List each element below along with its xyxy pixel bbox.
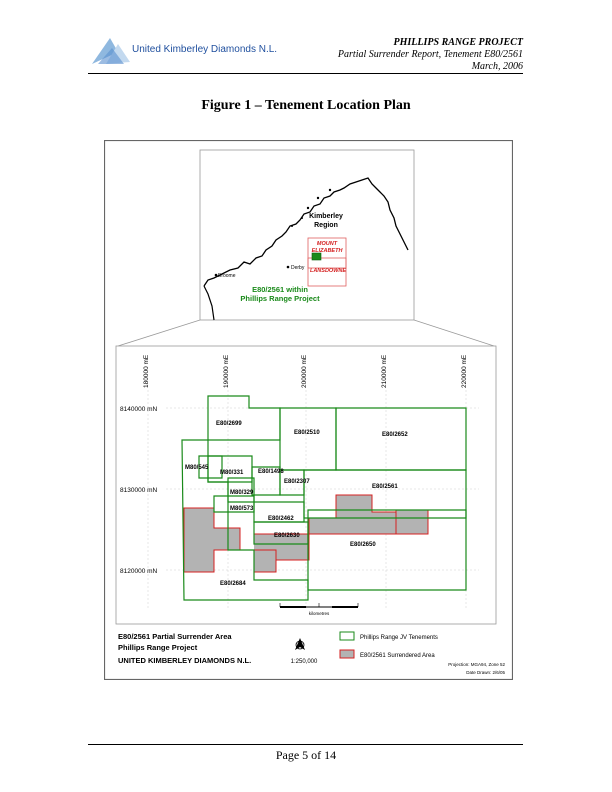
report-subtitle: Partial Surrender Report, Tenement E80/2… bbox=[337, 49, 523, 60]
tenement-label: M80/331 bbox=[220, 470, 244, 476]
broome-label: Broome bbox=[218, 273, 236, 279]
tenement-label: E80/2307 bbox=[284, 479, 310, 485]
location-map: Kimberley Region MOUNT ELIZABETH LANSDOW… bbox=[104, 140, 513, 680]
easting-label-200000: 200000 mE bbox=[301, 354, 308, 388]
tenement-label: M80/545 bbox=[185, 465, 209, 471]
easting-label-220000: 220000 mE bbox=[461, 354, 468, 388]
tenement-label: E80/2630 bbox=[274, 533, 300, 539]
scale-bar-label: kilometres bbox=[309, 611, 330, 616]
legend-project: Phillips Range Project bbox=[118, 643, 198, 652]
northing-label-8120000: 8120000 mN bbox=[120, 568, 158, 575]
region-label-line2: Region bbox=[314, 222, 338, 229]
tenement-label: E80/2510 bbox=[294, 430, 320, 436]
project-title: PHILLIPS RANGE PROJECT bbox=[393, 37, 523, 48]
tenement-label: E80/2699 bbox=[216, 421, 242, 427]
header-divider bbox=[88, 73, 523, 74]
tenement-label: M80/329 bbox=[230, 490, 254, 496]
company-logo-icon bbox=[92, 38, 130, 64]
page-number: Page 5 of 14 bbox=[275, 748, 337, 762]
easting-label-190000: 190000 mE bbox=[223, 354, 230, 388]
lansdowne-label: LANSDOWNE bbox=[310, 268, 346, 274]
mount-elizabeth-line1: MOUNT bbox=[317, 241, 338, 247]
inset-caption-line1: E80/2561 within bbox=[252, 285, 308, 294]
tenement-label: E80/2652 bbox=[382, 432, 408, 438]
mount-elizabeth-line2: ELIZABETH bbox=[312, 248, 344, 254]
tenement-label: E80/2462 bbox=[268, 516, 294, 522]
map-legend: E80/2561 Partial Surrender Area Phillips… bbox=[118, 631, 505, 675]
company-name: United Kimberley Diamonds N.L. bbox=[132, 44, 278, 55]
legend-company: UNITED KIMBERLEY DIAMONDS N.L. bbox=[118, 656, 251, 665]
region-label-line1: Kimberley bbox=[309, 213, 343, 220]
projection-note: Projection: MGA94, Zone 52 bbox=[448, 662, 505, 667]
legend-title: E80/2561 Partial Surrender Area bbox=[118, 632, 232, 641]
inset-map: Kimberley Region MOUNT ELIZABETH LANSDOW… bbox=[199, 149, 415, 321]
tenement-label: E80/1498 bbox=[258, 469, 284, 475]
tenement-label: E80/2650 bbox=[350, 542, 376, 548]
inset-caption-line2: Phillips Range Project bbox=[240, 294, 320, 303]
northing-label-8130000: 8130000 mN bbox=[120, 487, 158, 494]
report-date: March, 2006 bbox=[471, 61, 523, 72]
figure-title: Figure 1 – Tenement Location Plan bbox=[201, 98, 411, 113]
footer-divider bbox=[88, 744, 523, 745]
easting-label-180000: 180000 mE bbox=[143, 354, 150, 388]
northing-label-8140000: 8140000 mN bbox=[120, 406, 158, 413]
tenement-label: E80/2561 bbox=[372, 484, 398, 490]
easting-label-210000: 210000 mE bbox=[381, 354, 388, 388]
scale-ratio: 1:250,000 bbox=[291, 659, 318, 665]
north-arrow-icon bbox=[295, 638, 305, 650]
report-header: PHILLIPS RANGE PROJECT Partial Surrender… bbox=[338, 37, 523, 73]
tenement-label: M80/573 bbox=[230, 506, 254, 512]
scale-bar: kilometres bbox=[279, 603, 359, 616]
coast-islands bbox=[291, 188, 332, 227]
broome-marker bbox=[214, 273, 218, 277]
tenement-label: E80/2684 bbox=[220, 581, 246, 587]
date-drawn-note: Date Drawn: 2/6/05 bbox=[466, 670, 505, 675]
main-map: 180000 mE 190000 mE 200000 mE 210000 mE … bbox=[115, 345, 497, 625]
legend-jv-tenements: Phillips Range JV Tenements bbox=[360, 635, 438, 641]
derby-label: Derby bbox=[291, 265, 305, 271]
surrendered-swatch bbox=[339, 649, 355, 659]
jv-tenements-swatch bbox=[339, 631, 355, 641]
derby-marker bbox=[286, 265, 290, 269]
tenement-boundaries bbox=[181, 395, 467, 601]
legend-surrendered: E80/2561 Surrendered Area bbox=[360, 653, 435, 659]
